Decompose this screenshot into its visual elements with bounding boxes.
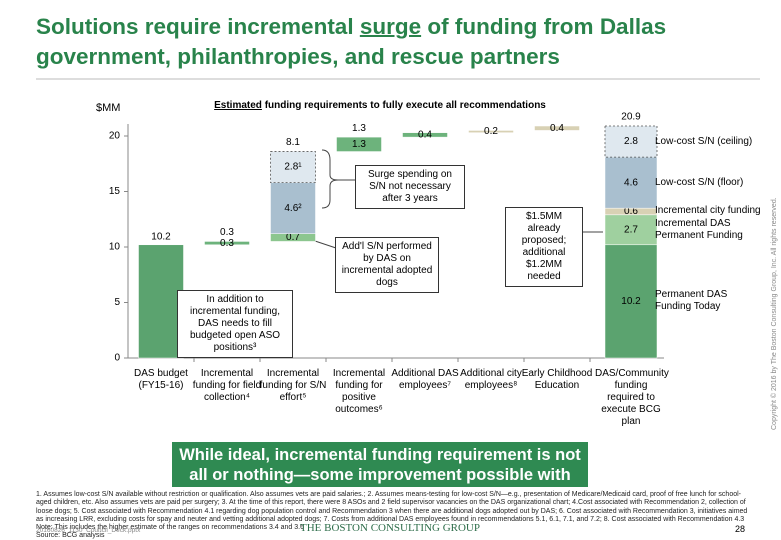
data-label: 0.3 <box>220 238 234 249</box>
segment-name: Low-cost S/N (floor) <box>655 176 744 188</box>
y-tick-label: 10 <box>109 242 121 253</box>
annotation: $1.5MM already proposed; additional $1.2… <box>505 207 583 287</box>
bar-segment <box>604 125 658 158</box>
bar-segment <box>336 136 382 152</box>
data-label: 1.3 <box>352 139 366 150</box>
data-label: 4.6 <box>624 177 638 188</box>
bar-segment <box>204 241 250 246</box>
subtitle-emphasis: Estimated <box>214 100 262 111</box>
bar-segment <box>138 244 184 359</box>
copyright: Copyright © 2016 by The Boston Consultin… <box>771 197 778 430</box>
data-label: 2.7 <box>624 224 638 235</box>
x-tick-label: Additional DAS employees⁷ <box>391 368 459 391</box>
x-tick-label: Incremental funding for positive outcome… <box>332 368 386 415</box>
total-label: 1.3 <box>352 123 366 134</box>
segment-name: Permanent DAS Funding Today <box>655 289 728 313</box>
title-text: Solutions require incremental <box>36 14 360 39</box>
slide-title: Solutions require incremental surge of f… <box>36 12 756 72</box>
x-tick-label: DAS budget (FY15-16) <box>134 368 188 391</box>
total-label: 0.3 <box>220 227 234 238</box>
data-label: 0.6 <box>624 206 638 217</box>
segment-name: Low-cost S/N (ceiling) <box>655 135 753 147</box>
title-emphasis: surge <box>359 14 422 39</box>
annotation: In addition to incremental funding, DAS … <box>177 290 293 358</box>
x-tick-label: Incremental funding for S/N effort⁵ <box>259 368 327 403</box>
title-text: of funding from Dallas government, phila… <box>36 14 667 69</box>
page-number: 28 <box>735 524 746 534</box>
bar-segment <box>270 151 316 184</box>
data-label: 0.7 <box>286 232 300 243</box>
y-tick-label: 0 <box>114 353 120 364</box>
annotation: Add'l S/N performed by DAS on incrementa… <box>335 237 439 293</box>
chart-subtitle: Estimated funding requirements to fully … <box>120 100 640 111</box>
data-label: 0.4 <box>418 130 432 141</box>
data-label: 2.8¹ <box>284 162 302 173</box>
x-tick-label: Incremental funding for field collection… <box>192 368 262 403</box>
data-label: 2.8 <box>624 136 638 147</box>
subtitle-text: funding requirements to fully execute al… <box>261 100 546 111</box>
footnotes: 1. Assumes low-cost S/N available withou… <box>36 491 751 540</box>
x-tick-label: Additional city employees⁸ <box>460 368 522 391</box>
segment-name: Incremental city funding <box>655 205 761 217</box>
y-tick-label: 5 <box>114 297 120 308</box>
data-label: 10.2 <box>621 296 641 307</box>
segment-name: Incremental DAS Permanent Funding <box>655 217 743 241</box>
annotation: Surge spending on S/N not necessary afte… <box>355 165 465 209</box>
brand: THE BOSTON CONSULTING GROUP <box>300 522 480 534</box>
total-label: 8.1 <box>286 137 300 148</box>
y-tick-label: 15 <box>109 186 121 197</box>
total-label: 20.9 <box>621 112 641 123</box>
bar-segment <box>604 244 658 359</box>
brace <box>321 149 339 209</box>
data-label: 0.4 <box>550 123 564 134</box>
source: Source: BCG analysis <box>36 532 105 540</box>
data-label: 4.6² <box>284 203 302 214</box>
y-axis-label: $MM <box>96 102 121 114</box>
y-tick-label: 20 <box>109 131 121 142</box>
bar-segment <box>270 182 316 234</box>
footnote-text: 1. Assumes low-cost S/N available withou… <box>36 491 748 523</box>
bar-segment <box>534 125 580 131</box>
data-label: 0.2 <box>484 126 498 137</box>
note: Note: This includes the higher estimate … <box>36 524 304 532</box>
callout: While ideal, incremental funding require… <box>172 442 588 504</box>
filename: 20160826_1130_Council_Deck.pptx <box>36 527 141 534</box>
bar-segment <box>468 130 514 133</box>
x-tick-label: DAS/Community funding required to execut… <box>595 368 669 427</box>
bar-segment <box>604 214 658 246</box>
x-tick-label: Early Childhood Education <box>521 368 593 391</box>
bar-segment <box>604 156 658 209</box>
bar-segment <box>402 132 448 138</box>
data-label: 10.2 <box>151 231 171 242</box>
